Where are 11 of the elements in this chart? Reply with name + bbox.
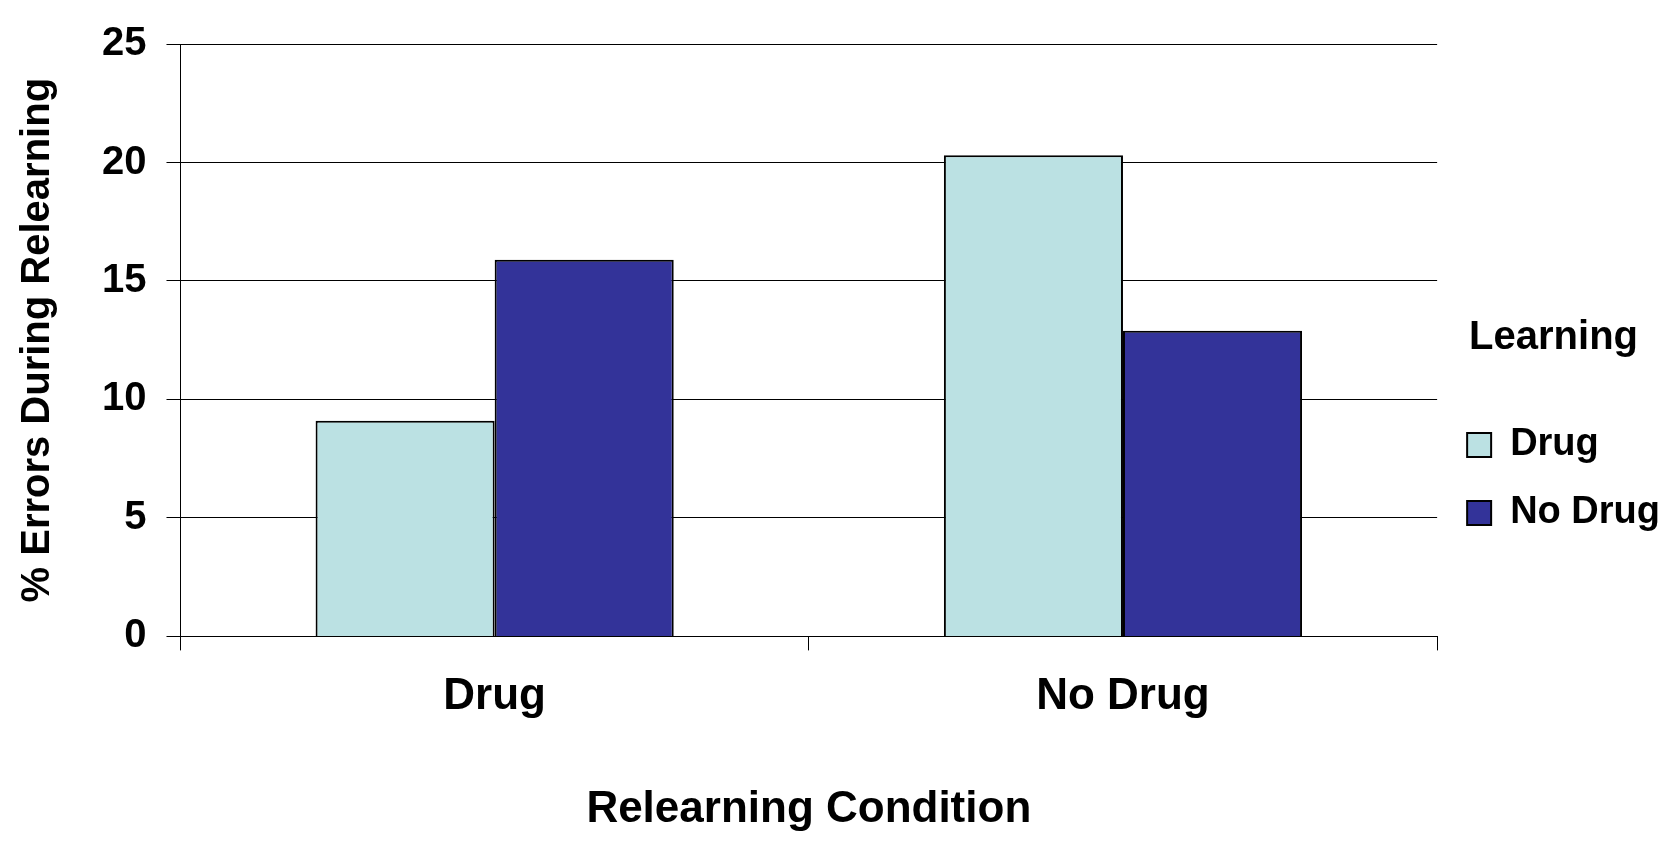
- y-tick-label: 5: [124, 492, 147, 537]
- y-tick-label: 10: [101, 374, 147, 419]
- y-tick-label: 0: [124, 611, 147, 656]
- y-tick-label: 15: [101, 255, 147, 300]
- legend-label: No Drug: [1510, 489, 1661, 532]
- y-tick-label: 20: [101, 137, 147, 182]
- x-axis-title: Relearning Condition: [586, 781, 1032, 831]
- legend-title: Learning: [1469, 313, 1639, 358]
- y-tick-label: 25: [101, 19, 147, 64]
- y-axis-title: % Errors During Relearning: [13, 77, 58, 603]
- legend-label: Drug: [1510, 421, 1599, 464]
